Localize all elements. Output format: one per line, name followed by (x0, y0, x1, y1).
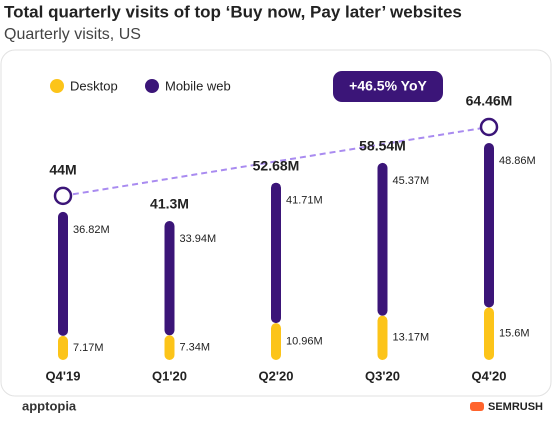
total-marker (479, 117, 499, 137)
bar-segment (271, 182, 281, 324)
bar-segment (271, 323, 281, 360)
x-tick-label: Q4'19 (46, 368, 81, 383)
total-label: 58.54M (359, 138, 406, 154)
bar-segment (58, 211, 68, 336)
bar-segment (484, 143, 494, 308)
data-label: 33.94M (180, 233, 217, 245)
data-label: 15.6M (499, 328, 530, 340)
data-label: 36.82M (73, 224, 110, 236)
legend-label: Desktop (70, 78, 118, 93)
bar-segment (164, 221, 175, 336)
data-label: 7.17M (73, 342, 104, 354)
bar-segment (377, 162, 388, 316)
total-label: 64.46M (466, 93, 513, 109)
annotation-pill (333, 71, 443, 102)
footer-logo-icon (470, 402, 484, 411)
legend-swatch (145, 79, 159, 93)
x-tick-label: Q4'20 (472, 368, 507, 383)
data-label: 7.34M (180, 342, 211, 354)
bar-segment (164, 335, 175, 360)
bar-segment (484, 307, 494, 360)
data-label: 13.17M (393, 332, 430, 344)
x-tick-label: Q2'20 (259, 368, 294, 383)
bar-segment (58, 335, 68, 360)
data-label: 41.71M (286, 195, 323, 207)
footer-right: SEMRUSH (488, 401, 543, 413)
footer-left: apptopia (22, 398, 77, 413)
chart-title: Total quarterly visits of top ‘Buy now, … (4, 2, 462, 21)
total-marker (53, 186, 73, 206)
trend-line (62, 126, 490, 197)
data-label: 45.37M (393, 175, 430, 187)
total-label: 44M (49, 162, 76, 178)
data-label: 48.86M (499, 155, 536, 167)
x-tick-label: Q1'20 (152, 368, 187, 383)
annotation: +46.5% YoY (349, 78, 427, 94)
legend-label: Mobile web (165, 78, 231, 93)
bar-segment (377, 315, 388, 360)
data-label: 10.96M (286, 335, 323, 347)
x-tick-label: Q3'20 (365, 368, 400, 383)
legend-swatch (50, 79, 64, 93)
total-label: 52.68M (253, 157, 300, 173)
total-label: 41.3M (150, 196, 189, 212)
chart-subtitle: Quarterly visits, US (4, 26, 141, 43)
